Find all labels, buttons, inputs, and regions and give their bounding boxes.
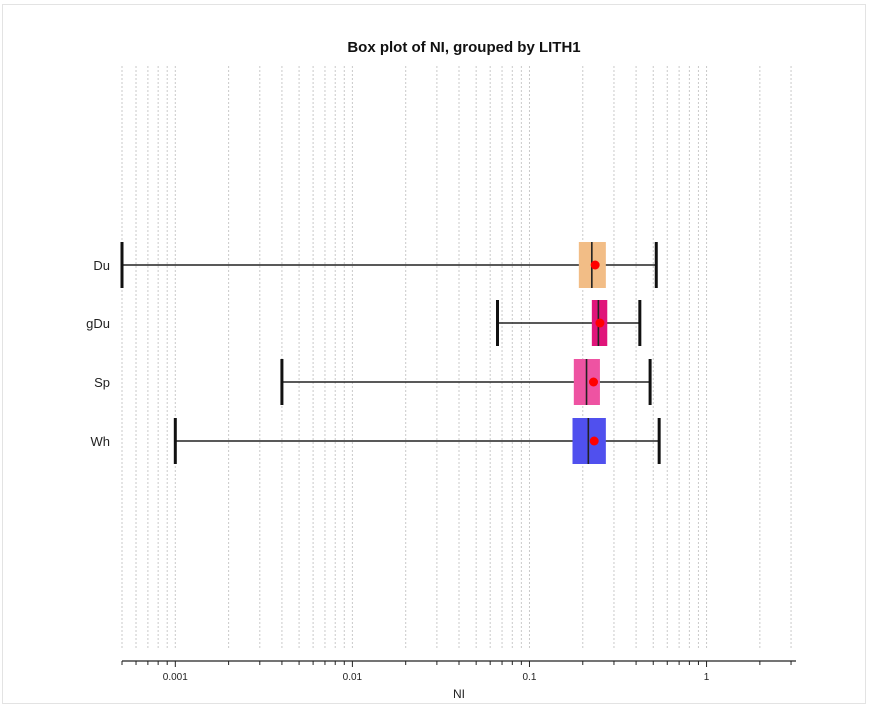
gridlines [121,66,792,648]
x-axis-label: NI [453,687,465,701]
category-label: Sp [94,375,110,390]
x-axis: 0.001 0.01 0.1 1 [121,660,796,683]
mean-marker [590,260,600,270]
chart-frame [2,4,866,704]
box-Wh [173,418,661,464]
x-tick-label: 0.1 [523,672,537,683]
category-labels: Du gDu Sp Wh [86,258,110,449]
category-label: Wh [91,434,111,449]
box-iqr [572,418,606,464]
box-Du [120,242,658,288]
mean-marker [589,377,599,387]
chart-title: Box plot of NI, grouped by LITH1 [347,39,580,56]
box-series [120,242,661,464]
box-gDu [496,300,642,346]
x-tick-label: 1 [704,672,710,683]
x-tick-label: 0.001 [163,672,188,683]
mean-marker [595,318,605,328]
category-label: gDu [86,316,110,331]
x-tick-label: 0.01 [343,672,363,683]
box-Sp [280,359,652,405]
mean-marker [589,436,599,446]
category-label: Du [93,258,110,273]
